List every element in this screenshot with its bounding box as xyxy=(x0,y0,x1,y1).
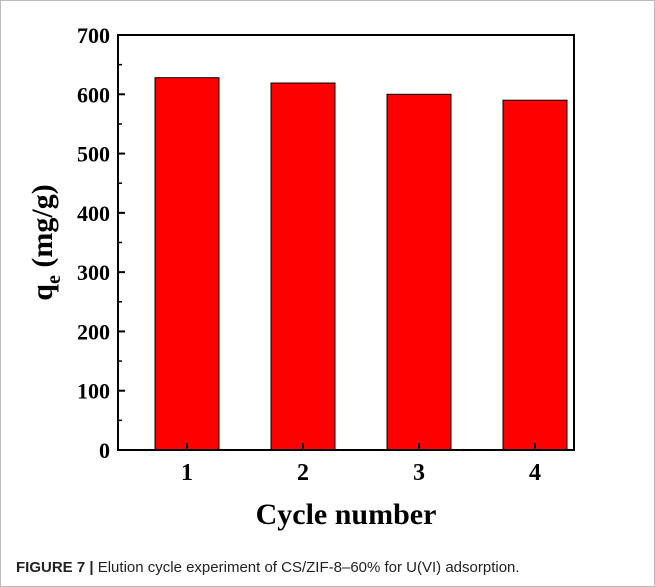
y-label-main: q xyxy=(26,284,59,301)
x-tick-label: 1 xyxy=(181,460,193,486)
bar xyxy=(502,99,568,451)
bar xyxy=(270,82,336,451)
x-axis-label: Cycle number xyxy=(256,498,437,531)
y-tick-label: 700 xyxy=(77,23,110,48)
y-tick-label: 200 xyxy=(77,319,110,344)
y-tick-label: 500 xyxy=(77,142,110,167)
x-tick-label: 3 xyxy=(413,460,425,486)
y-tick-label: 600 xyxy=(77,82,110,107)
caption-text: Elution cycle experiment of CS/ZIF-8–60%… xyxy=(98,559,520,576)
y-label-sub: e xyxy=(43,275,65,284)
y-tick-label: 300 xyxy=(77,260,110,285)
bar xyxy=(154,77,220,451)
x-tick-label: 4 xyxy=(529,460,541,486)
y-tick-label: 400 xyxy=(77,201,110,226)
caption-label: FIGURE 7 | xyxy=(16,559,94,576)
bar xyxy=(386,93,452,451)
y-tick-label: 100 xyxy=(77,379,110,404)
caption: FIGURE 7 | Elution cycle experiment of C… xyxy=(16,559,520,576)
x-tick-label: 2 xyxy=(297,460,309,486)
y-label-unit: (mg/g) xyxy=(26,184,59,275)
y-tick-label: 0 xyxy=(99,438,110,463)
y-axis-label: qe (mg/g) xyxy=(26,184,65,300)
